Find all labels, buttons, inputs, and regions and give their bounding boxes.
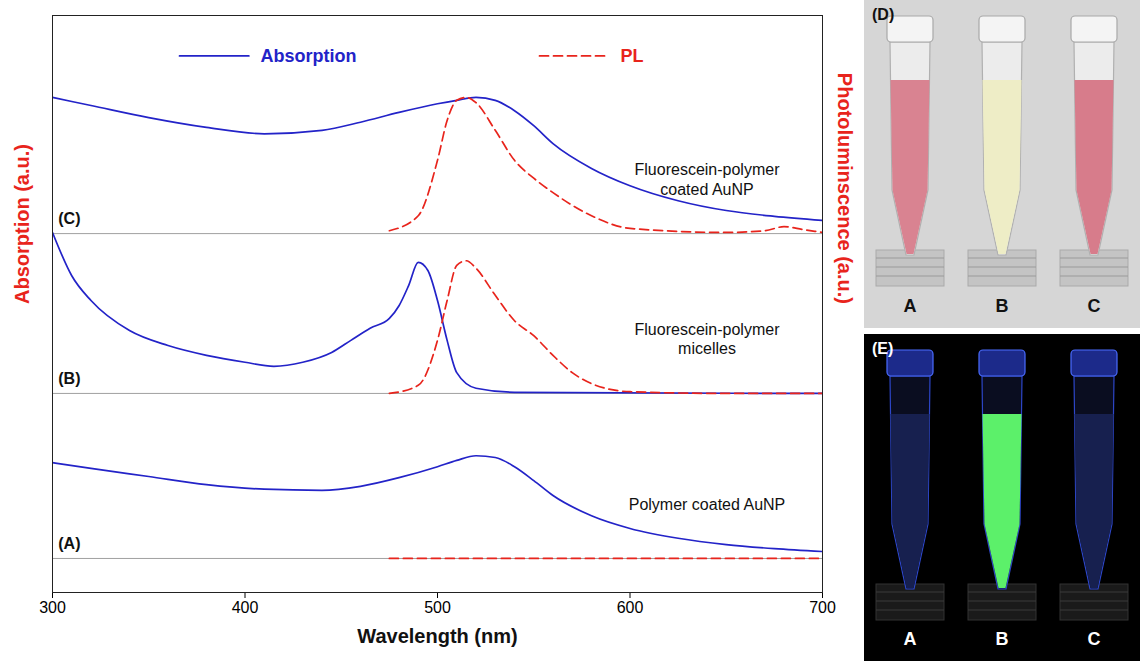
svg-text:Polymer coated AuNP: Polymer coated AuNP	[629, 496, 786, 513]
svg-text:(A): (A)	[58, 535, 80, 552]
svg-text:300: 300	[39, 599, 66, 616]
svg-text:500: 500	[424, 599, 451, 616]
svg-text:Absorption: Absorption	[260, 46, 356, 66]
svg-text:600: 600	[617, 599, 644, 616]
svg-text:A: A	[904, 296, 917, 316]
svg-text:A: A	[904, 629, 917, 649]
svg-text:B: B	[996, 296, 1009, 316]
svg-text:Photoluminscence (a.u.): Photoluminscence (a.u.)	[834, 73, 856, 304]
svg-text:(C): (C)	[58, 210, 80, 227]
svg-text:Absorption (a.u.): Absorption (a.u.)	[11, 144, 33, 304]
svg-text:B: B	[996, 629, 1009, 649]
svg-text:Wavelength (nm): Wavelength (nm)	[357, 625, 517, 647]
svg-text:400: 400	[232, 599, 259, 616]
svg-text:PL: PL	[620, 46, 643, 66]
svg-text:(E): (E)	[872, 340, 893, 357]
svg-text:C: C	[1088, 296, 1101, 316]
svg-text:Fluorescein-polymermicelles: Fluorescein-polymermicelles	[635, 321, 781, 357]
svg-text:(B): (B)	[58, 370, 80, 387]
svg-text:(D): (D)	[872, 6, 894, 23]
svg-text:C: C	[1088, 629, 1101, 649]
svg-text:Fluorescein-polymercoated AuNP: Fluorescein-polymercoated AuNP	[635, 161, 781, 197]
svg-text:700: 700	[809, 599, 836, 616]
